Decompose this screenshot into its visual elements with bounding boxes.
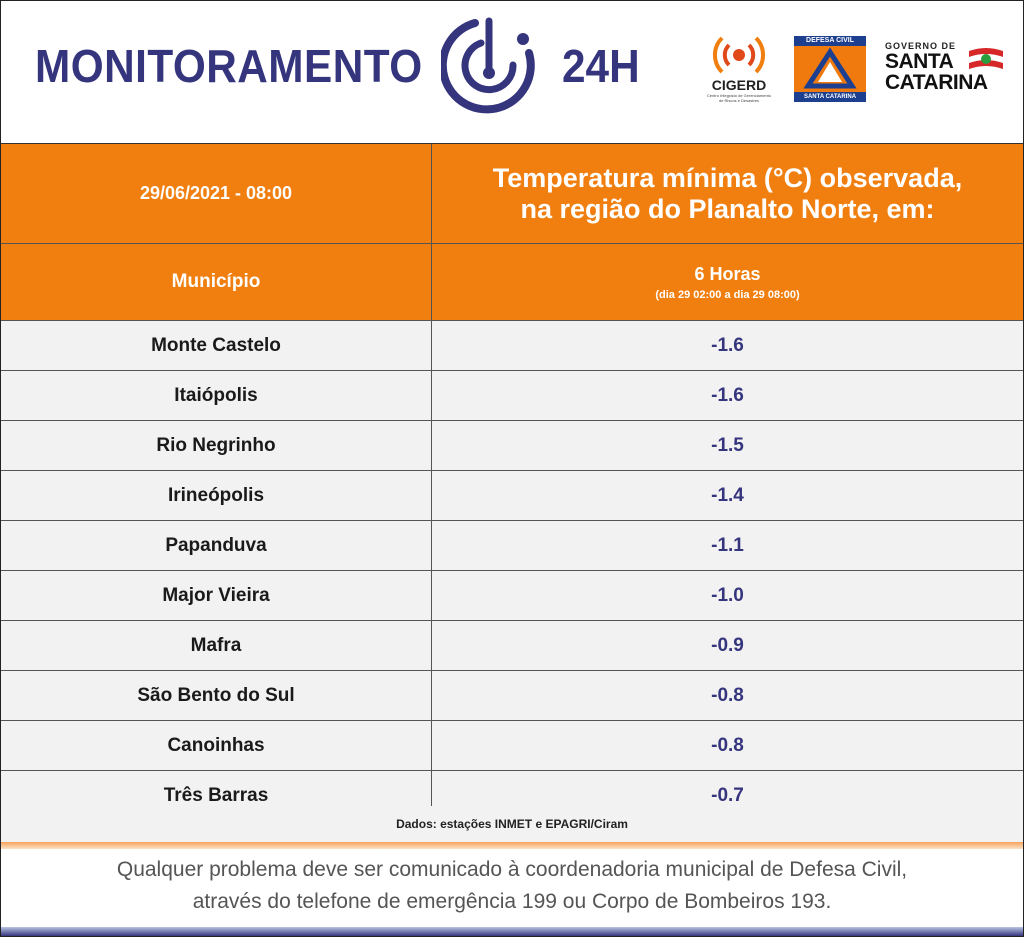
- cigerd-subtitle: Centro Integrado de Gerenciamento de Ris…: [706, 93, 772, 103]
- footer-line2: através do telefone de emergência 199 ou…: [192, 890, 832, 913]
- flag-icon: [969, 48, 1003, 69]
- title-24h: 24H: [562, 40, 640, 92]
- temperature-cell: -0.8: [711, 684, 744, 706]
- table-row: São Bento do Sul -0.8: [1, 671, 1023, 721]
- municipio-cell: Papanduva: [1, 521, 432, 570]
- table-row: Irineópolis -1.4: [1, 471, 1023, 521]
- temperature-cell: -1.6: [711, 334, 744, 356]
- hours-label: 6 Horas: [694, 263, 761, 284]
- municipio-cell: Major Vieira: [1, 571, 432, 620]
- defesa-triangle-icon: [803, 47, 857, 89]
- municipio-cell: São Bento do Sul: [1, 671, 432, 720]
- defesa-civil-logo: DEFESA CIVIL SANTA CATARINA: [794, 36, 866, 102]
- column-header-municipio: Município: [1, 244, 432, 320]
- table-row: Papanduva -1.1: [1, 521, 1023, 571]
- table-row: Major Vieira -1.0: [1, 571, 1023, 621]
- temperature-cell: -0.8: [711, 734, 744, 756]
- column-header-hours: 6 Horas (dia 29 02:00 a dia 29 08:00): [432, 244, 1023, 320]
- gov-big-label: SANTA CATARINA: [885, 51, 988, 93]
- table-header-row-2: Município 6 Horas (dia 29 02:00 a dia 29…: [1, 244, 1023, 321]
- blue-divider: [1, 927, 1023, 936]
- municipio-cell: Três Barras: [1, 771, 432, 820]
- defesa-emblem: [794, 46, 866, 92]
- table-title: Temperatura mínima (°C) observada, na re…: [432, 144, 1023, 243]
- data-source-note: Dados: estações INMET e EPAGRI/Ciram: [1, 806, 1023, 842]
- defesa-top-label: DEFESA CIVIL: [794, 36, 866, 46]
- footer-notice: Qualquer problema deve ser comunicado à …: [1, 849, 1023, 927]
- table-title-line2: na região do Planalto Norte, em:: [520, 193, 935, 224]
- municipio-cell: Canoinhas: [1, 721, 432, 770]
- gov-line1: SANTA: [885, 50, 954, 73]
- table-row: Canoinhas -0.8: [1, 721, 1023, 771]
- municipio-cell: Irineópolis: [1, 471, 432, 520]
- municipio-cell: Monte Castelo: [1, 321, 432, 370]
- table-header-row-1: 29/06/2021 - 08:00 Temperatura mínima (°…: [1, 143, 1023, 244]
- cigerd-logo: CIGERD Centro Integrado de Gerenciamento…: [701, 31, 777, 111]
- title-monitoramento: MONITORAMENTO: [35, 40, 423, 92]
- table-row: Itaiópolis -1.6: [1, 371, 1023, 421]
- defesa-bottom-label: SANTA CATARINA: [794, 92, 866, 102]
- temperature-cell: -1.6: [711, 384, 744, 406]
- table-row: Rio Negrinho -1.5: [1, 421, 1023, 471]
- temperature-table: 29/06/2021 - 08:00 Temperatura mínima (°…: [1, 143, 1023, 821]
- hours-range: (dia 29 02:00 a dia 29 08:00): [655, 288, 800, 301]
- municipio-cell: Rio Negrinho: [1, 421, 432, 470]
- municipio-cell: Mafra: [1, 621, 432, 670]
- table-row: Monte Castelo -1.6: [1, 321, 1023, 371]
- radar-icon: [441, 17, 535, 114]
- temperature-cell: -0.7: [711, 784, 744, 806]
- temperature-cell: -1.4: [711, 484, 744, 506]
- table-title-line1: Temperatura mínima (°C) observada,: [492, 162, 963, 193]
- cigerd-name: CIGERD: [711, 77, 767, 93]
- temperature-cell: -0.9: [711, 634, 744, 656]
- footer-line1: Qualquer problema deve ser comunicado à …: [116, 858, 908, 881]
- municipio-cell: Itaiópolis: [1, 371, 432, 420]
- gov-line2: CATARINA: [885, 71, 988, 94]
- governo-sc-logo: GOVERNO DE SANTA CATARINA: [885, 41, 1007, 101]
- header: MONITORAMENTO 24H CIGERD Centro Integrad…: [1, 1, 1023, 143]
- signal-icon: [712, 36, 766, 74]
- temperature-cell: -1.5: [711, 434, 744, 456]
- gov-small-label: GOVERNO DE: [885, 41, 957, 51]
- date-time: 29/06/2021 - 08:00: [1, 144, 432, 243]
- temperature-cell: -1.1: [711, 534, 744, 556]
- temperature-cell: -1.0: [711, 584, 744, 606]
- orange-divider: [1, 842, 1023, 849]
- table-row: Mafra -0.9: [1, 621, 1023, 671]
